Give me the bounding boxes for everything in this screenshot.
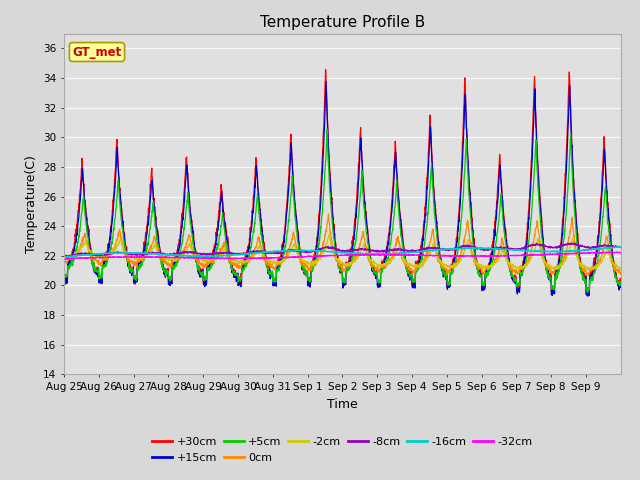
-32cm [617, 250, 625, 256]
+5cm [236, 274, 244, 280]
-2cm [236, 259, 244, 265]
0cm [542, 261, 550, 266]
Legend: +30cm, +15cm, +5cm, 0cm, -2cm, -8cm, -16cm, -32cm: +30cm, +15cm, +5cm, 0cm, -2cm, -8cm, -16… [148, 433, 537, 467]
Line: -32cm: -32cm [64, 252, 621, 259]
-32cm [609, 250, 617, 255]
Title: Temperature Profile B: Temperature Profile B [260, 15, 425, 30]
+15cm [510, 276, 518, 282]
-2cm [376, 263, 384, 269]
-16cm [542, 248, 550, 253]
-16cm [510, 247, 518, 253]
0cm [510, 268, 518, 274]
+30cm [116, 188, 124, 193]
-32cm [61, 256, 68, 262]
-2cm [60, 252, 68, 258]
-8cm [236, 251, 244, 257]
+15cm [609, 260, 617, 265]
Line: +30cm: +30cm [64, 70, 621, 295]
+15cm [236, 281, 244, 287]
+15cm [584, 293, 591, 299]
+15cm [376, 282, 384, 288]
0cm [324, 211, 332, 217]
+30cm [542, 260, 550, 265]
+5cm [584, 289, 591, 295]
-32cm [116, 254, 124, 260]
-8cm [116, 250, 124, 256]
-2cm [587, 267, 595, 273]
+30cm [322, 67, 330, 72]
-8cm [542, 243, 550, 249]
0cm [116, 226, 124, 232]
-2cm [542, 260, 550, 265]
-8cm [570, 240, 577, 246]
-32cm [60, 256, 68, 262]
-16cm [617, 244, 625, 250]
-16cm [614, 243, 621, 249]
0cm [236, 264, 244, 270]
+5cm [323, 126, 331, 132]
0cm [376, 269, 384, 275]
-2cm [609, 260, 617, 265]
-2cm [325, 231, 333, 237]
+15cm [617, 284, 625, 290]
Line: -16cm: -16cm [64, 246, 621, 257]
+5cm [376, 280, 384, 286]
-8cm [376, 249, 384, 254]
-8cm [617, 244, 625, 250]
-2cm [116, 238, 124, 244]
-16cm [61, 254, 69, 260]
-16cm [116, 250, 124, 256]
+5cm [510, 277, 518, 283]
+30cm [376, 282, 384, 288]
+30cm [582, 292, 590, 298]
+5cm [617, 282, 625, 288]
0cm [60, 258, 68, 264]
-32cm [510, 252, 518, 258]
-2cm [617, 266, 625, 272]
X-axis label: Time: Time [327, 397, 358, 410]
0cm [582, 273, 590, 279]
-8cm [60, 253, 68, 259]
+30cm [609, 258, 617, 264]
+30cm [510, 276, 518, 282]
-8cm [63, 254, 70, 260]
Line: +15cm: +15cm [64, 82, 621, 296]
Line: -2cm: -2cm [64, 234, 621, 270]
+30cm [236, 277, 244, 283]
Y-axis label: Temperature(C): Temperature(C) [24, 155, 38, 253]
+5cm [60, 275, 68, 280]
+5cm [116, 197, 124, 203]
Line: 0cm: 0cm [64, 214, 621, 276]
0cm [609, 262, 617, 268]
+30cm [617, 283, 625, 289]
0cm [617, 271, 625, 276]
-16cm [376, 252, 384, 257]
+5cm [542, 263, 550, 268]
-8cm [510, 246, 518, 252]
+30cm [60, 278, 68, 284]
-16cm [60, 253, 68, 259]
+5cm [609, 260, 617, 266]
+15cm [542, 260, 550, 265]
+15cm [116, 185, 124, 191]
-32cm [376, 252, 384, 257]
Line: -8cm: -8cm [64, 243, 621, 257]
-8cm [609, 244, 617, 250]
+15cm [60, 277, 68, 283]
-32cm [236, 255, 244, 261]
-16cm [609, 244, 617, 250]
-32cm [542, 252, 550, 257]
Text: GT_met: GT_met [72, 46, 122, 59]
Line: +5cm: +5cm [64, 129, 621, 292]
-2cm [510, 264, 518, 270]
+15cm [323, 79, 330, 84]
-16cm [236, 252, 244, 257]
-32cm [604, 249, 612, 255]
